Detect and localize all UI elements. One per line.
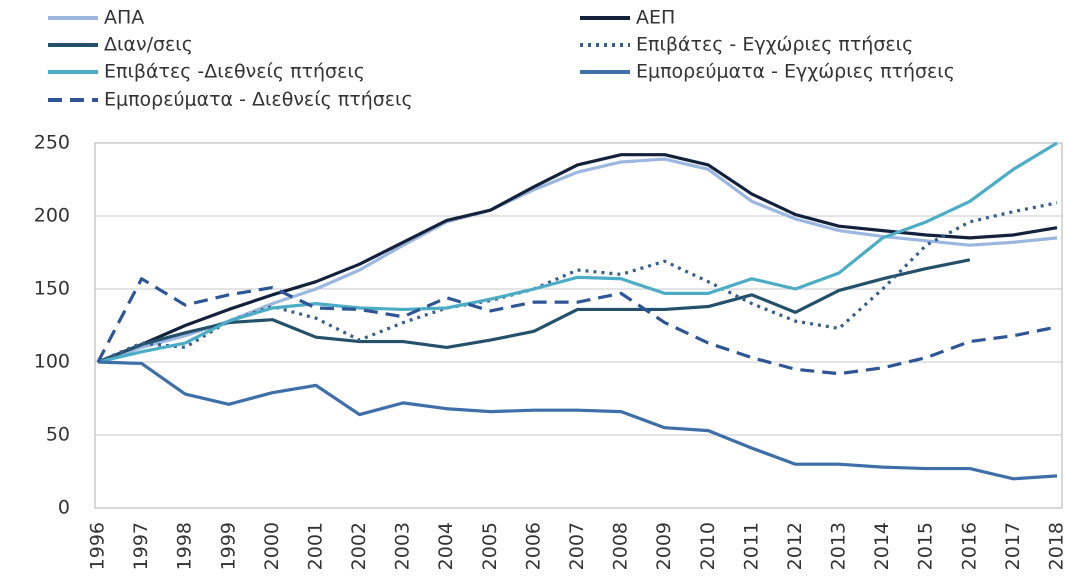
legend-label: ΑΠΑ [104, 7, 144, 29]
x-tick-label: 2000 [261, 522, 283, 570]
legend-label: Διαν/σεις [104, 34, 193, 56]
series-line [97, 258, 971, 364]
series-line [96, 277, 1058, 376]
series-line [97, 141, 1058, 364]
x-tick-label: 2014 [871, 522, 893, 570]
x-tick-label: 1997 [130, 522, 152, 570]
x-tick-label: 2015 [915, 522, 937, 570]
x-tick-label: 2009 [653, 522, 675, 570]
x-tick-label: 2002 [348, 522, 370, 570]
y-tick-label: 150 [34, 278, 70, 300]
series-line [97, 157, 1058, 364]
x-tick-label: 2018 [1046, 522, 1065, 570]
y-tick-label: 50 [46, 424, 70, 446]
y-tick-label: 250 [34, 132, 70, 154]
x-tick-label: 2012 [784, 522, 806, 570]
x-tick-label: 2008 [610, 522, 632, 570]
x-tick-label: 2006 [522, 522, 544, 570]
x-tick-label: 1996 [87, 522, 109, 570]
x-tick-label: 2007 [566, 522, 588, 570]
legend-label: ΑΕΠ [636, 7, 675, 29]
legend-label: Επιβάτες -Διεθνείς πτήσεις [104, 61, 365, 83]
x-tick-label: 2016 [958, 522, 980, 570]
x-tick-label: 2011 [740, 522, 762, 570]
plot-border [94, 142, 1063, 509]
y-tick-label: 200 [34, 205, 70, 227]
legend-label: Εμπορεύματα - Διεθνείς πτήσεις [104, 89, 413, 111]
series-line [97, 153, 1058, 364]
x-tick-label: 2013 [828, 522, 850, 570]
x-tick-label: 1999 [217, 522, 239, 570]
series-line [97, 360, 1058, 481]
x-tick-label: 2003 [392, 522, 414, 570]
x-tick-label: 2005 [479, 522, 501, 570]
x-tick-label: 2001 [304, 522, 326, 570]
legend-label: Εμπορεύματα - Εγχώριες πτήσεις [636, 61, 955, 83]
y-tick-label: 100 [34, 351, 70, 373]
legend-label: Επιβάτες - Εγχώριες πτήσεις [636, 34, 913, 56]
x-tick-label: 1998 [174, 522, 196, 570]
y-tick-label: 0 [58, 497, 70, 519]
x-tick-label: 2004 [435, 522, 457, 570]
x-tick-label: 2017 [1002, 522, 1024, 570]
x-tick-label: 2010 [697, 522, 719, 570]
